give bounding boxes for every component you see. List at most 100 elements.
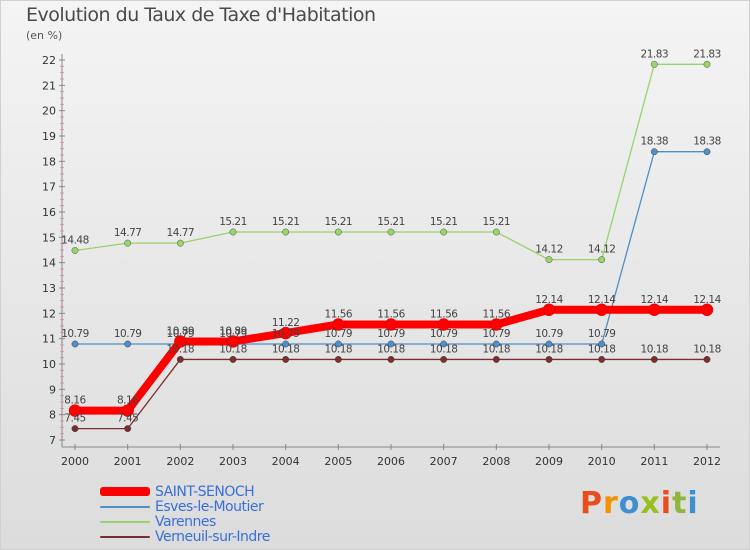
- data-point: [124, 239, 132, 247]
- x-tick-label: 2005: [324, 455, 352, 468]
- data-point: [650, 356, 658, 363]
- data-label: 10.79: [167, 328, 195, 340]
- data-label: 11.56: [483, 308, 511, 320]
- data-label: 11.56: [325, 308, 353, 320]
- y-tick-label: 8: [49, 409, 56, 422]
- data-point: [384, 318, 398, 331]
- data-label: 10.79: [325, 328, 353, 340]
- data-label: 10.18: [167, 343, 195, 355]
- data-label: 10.89: [219, 325, 247, 337]
- legend-label: Varennes: [155, 513, 216, 530]
- data-label: 10.79: [535, 328, 563, 340]
- legend-swatch: [100, 487, 150, 496]
- data-label: 10.18: [641, 343, 669, 355]
- legend-label: SAINT-SENOCH: [155, 483, 255, 500]
- y-tick-label: 22: [42, 54, 56, 67]
- data-point: [595, 303, 608, 317]
- data-label: 10.18: [430, 343, 458, 355]
- data-label: 15.21: [377, 216, 405, 228]
- data-label: 21.83: [693, 48, 721, 60]
- data-label: 12.14: [535, 294, 563, 306]
- x-tick-label: 2002: [166, 455, 194, 468]
- chart-subtitle: (en %): [26, 29, 63, 42]
- y-tick-label: 13: [42, 282, 56, 295]
- data-point: [703, 356, 711, 363]
- x-tick-label: 2007: [430, 455, 458, 468]
- data-label: 10.79: [61, 328, 89, 340]
- data-label: 12.14: [588, 294, 616, 306]
- y-tick-label: 12: [42, 307, 56, 320]
- data-point: [703, 148, 711, 156]
- y-tick-label: 10: [42, 358, 56, 371]
- data-label: 10.18: [377, 343, 405, 355]
- data-label: 10.18: [325, 343, 353, 355]
- data-point: [437, 318, 450, 331]
- series-line-verneuil-sur-indre: [75, 358, 707, 430]
- data-point: [334, 228, 342, 236]
- data-point: [226, 335, 240, 348]
- data-label: 11.22: [272, 317, 300, 329]
- data-point: [334, 340, 342, 348]
- data-point: [387, 356, 395, 363]
- data-point: [332, 318, 345, 331]
- data-point: [490, 318, 503, 331]
- data-label: 15.21: [219, 216, 247, 228]
- data-label: 10.18: [272, 343, 300, 355]
- data-label: 10.79: [430, 328, 458, 340]
- data-point: [387, 228, 395, 236]
- data-point: [650, 148, 658, 156]
- data-point: [703, 60, 711, 68]
- legend-item: Varennes: [100, 513, 270, 530]
- data-label: 10.18: [693, 343, 721, 355]
- data-point: [71, 425, 79, 432]
- data-point: [121, 404, 134, 417]
- data-point: [648, 303, 661, 317]
- data-label: 7.45: [64, 413, 85, 425]
- data-label: 8.16: [117, 395, 139, 407]
- data-point: [334, 356, 342, 363]
- data-label: 10.79: [377, 328, 405, 340]
- data-point: [598, 256, 606, 264]
- data-point: [124, 340, 132, 348]
- legend-swatch: [100, 520, 150, 523]
- data-label: 14.48: [61, 235, 89, 247]
- x-tick-label: 2010: [588, 455, 616, 468]
- data-label: 15.21: [483, 216, 511, 228]
- legend-item: SAINT-SENOCH: [100, 483, 270, 500]
- data-point: [598, 340, 606, 348]
- x-tick-label: 2000: [61, 455, 89, 468]
- data-label: 10.79: [272, 328, 300, 340]
- y-tick-label: 7: [49, 434, 56, 447]
- data-label: 7.45: [117, 413, 138, 425]
- y-tick-label: 17: [42, 181, 56, 194]
- data-label: 10.18: [483, 343, 511, 355]
- data-label: 10.79: [483, 328, 511, 340]
- x-tick-label: 2012: [693, 455, 721, 468]
- data-point: [387, 340, 395, 348]
- legend-item: Verneuil-sur-Indre: [100, 529, 270, 545]
- x-tick-label: 2009: [535, 455, 563, 468]
- data-point: [492, 356, 500, 363]
- data-point: [229, 228, 237, 236]
- data-label: 11.56: [430, 308, 458, 320]
- data-point: [440, 340, 448, 348]
- data-label: 21.83: [641, 48, 669, 60]
- chart-title: Evolution du Taux de Taxe d'Habitation: [26, 4, 376, 26]
- x-tick-label: 2011: [640, 455, 668, 468]
- legend-swatch: [100, 535, 150, 538]
- x-tick-label: 2001: [114, 455, 142, 468]
- data-point: [71, 340, 79, 348]
- data-label: 10.79: [114, 328, 142, 340]
- data-label: 11.56: [377, 308, 405, 320]
- data-label: 10.18: [535, 343, 563, 355]
- data-label: 12.14: [641, 294, 669, 306]
- data-label: 14.12: [535, 244, 563, 256]
- data-point: [545, 340, 553, 348]
- data-point: [542, 303, 556, 317]
- data-label: 10.79: [219, 328, 247, 340]
- y-tick-label: 15: [42, 231, 56, 244]
- data-point: [440, 356, 448, 363]
- y-tick-label: 20: [42, 105, 56, 118]
